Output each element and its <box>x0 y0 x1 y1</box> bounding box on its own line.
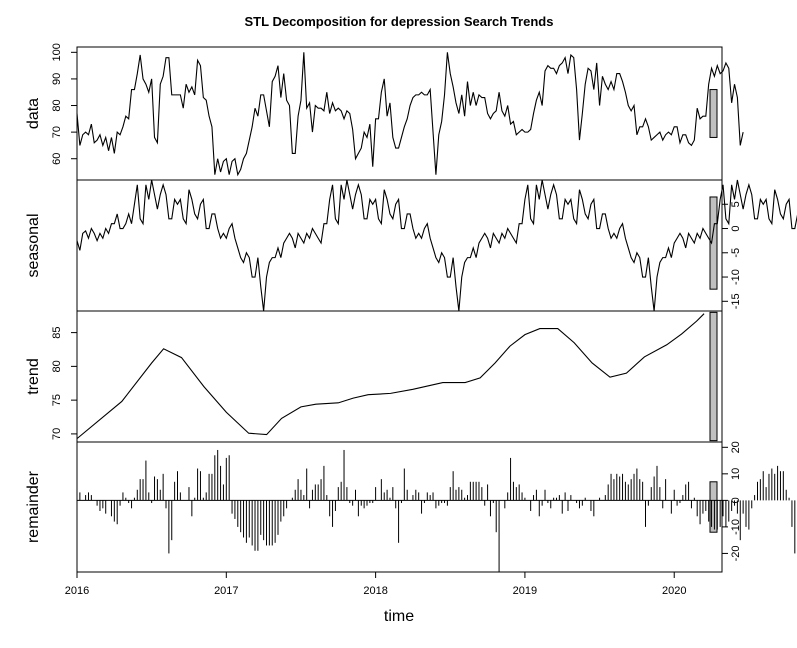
y-tick-label-trend: 70 <box>51 428 63 440</box>
x-axis-label: time <box>384 608 414 625</box>
series-line-data <box>76 52 744 177</box>
y-tick-label-trend: 80 <box>51 360 63 372</box>
x-tick-label: 2020 <box>662 585 686 597</box>
y-tick-label-data: 60 <box>51 153 63 165</box>
panel-seasonal: seasonal 5 0 -5 -10 -15 <box>25 179 797 312</box>
series-line-trend <box>76 313 705 440</box>
y-tick-label-remainder: -20 <box>730 545 742 561</box>
panel-label-trend: trend <box>25 358 42 394</box>
panel-frame-seasonal <box>76 179 723 312</box>
x-tick-label: 2017 <box>214 585 238 597</box>
panel-label-data: data <box>25 98 42 129</box>
y-tick-label-trend: 85 <box>51 326 63 338</box>
y-tick-label-trend: 75 <box>51 394 63 406</box>
y-tick-label-data: 80 <box>51 99 63 111</box>
y-tick-label-remainder: 10 <box>730 468 742 480</box>
x-axis: 2016 2017 2018 2019 2020 <box>65 571 686 597</box>
y-tick-label-data: 100 <box>51 43 63 61</box>
y-tick-label-remainder: 20 <box>730 441 742 453</box>
panel-label-remainder: remainder <box>25 470 42 543</box>
y-tick-label-data: 70 <box>51 126 63 138</box>
y-tick-label-remainder: 0 <box>730 497 742 503</box>
x-tick-label: 2018 <box>363 585 387 597</box>
y-tick-label-seasonal: 0 <box>730 225 742 231</box>
y-tick-label-seasonal: -10 <box>730 269 742 285</box>
panel-trend: trend 70 75 80 85 <box>25 310 723 443</box>
range-bar-data <box>709 89 718 138</box>
x-tick-label: 2019 <box>513 585 537 597</box>
y-tick-label-seasonal: 5 <box>730 201 742 207</box>
panel-frame-remainder <box>76 441 723 573</box>
y-tick-label-seasonal: -5 <box>730 248 742 258</box>
chart-title: STL Decomposition for depression Search … <box>245 14 554 29</box>
series-line-seasonal <box>76 179 797 312</box>
range-bar-seasonal <box>709 196 718 290</box>
panel-remainder: remainder 20 10 0 -10 -20 <box>25 441 796 573</box>
x-tick-label: 2016 <box>65 585 89 597</box>
panels-group: data60708090100seasonal50-5-10-15trend70… <box>25 43 797 573</box>
panel-frame-trend <box>76 310 723 443</box>
y-tick-label-seasonal: -15 <box>730 293 742 309</box>
range-bar-trend <box>709 311 718 442</box>
panel-label-seasonal: seasonal <box>25 213 42 277</box>
panel-frame-data <box>76 46 723 181</box>
y-tick-label-data: 90 <box>51 73 63 85</box>
panel-data: data 60 70 80 90 100 <box>25 43 744 181</box>
y-tick-label-remainder: -10 <box>730 519 742 535</box>
